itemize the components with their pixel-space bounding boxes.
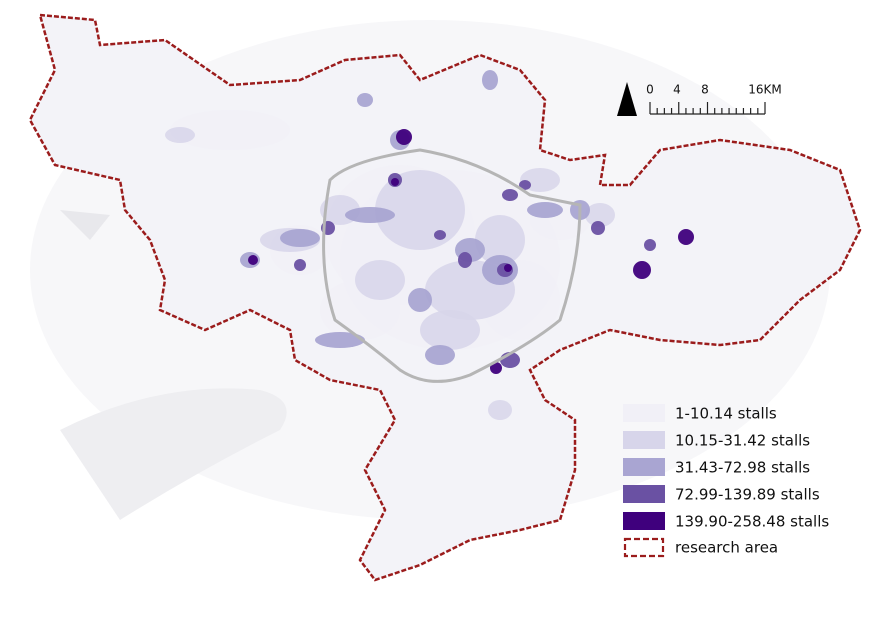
ring-road — [322, 148, 582, 383]
legend-label: 31.43-72.98 stalls — [675, 459, 810, 477]
density-blob — [488, 400, 512, 420]
legend-swatch — [623, 404, 665, 422]
legend-swatch — [623, 458, 665, 476]
density-blob — [357, 93, 373, 107]
research-area-boundary — [28, 13, 862, 582]
legend-label: 72.99-139.89 stalls — [675, 486, 820, 504]
density-blob — [434, 230, 446, 240]
legend-swatch — [623, 431, 665, 449]
density-blob — [294, 259, 306, 271]
legend: 1-10.14 stalls 10.15-31.42 stalls 31.43-72… — [623, 404, 829, 558]
scale-label: 4 — [673, 83, 681, 97]
stall-density — [165, 70, 694, 420]
density-blob — [527, 202, 563, 218]
legend-swatch — [623, 537, 665, 558]
density-blob — [678, 229, 694, 245]
density-blob — [475, 215, 525, 265]
density-blob — [396, 129, 412, 145]
density-blob — [644, 239, 656, 251]
density-blob — [519, 180, 531, 190]
scale-label: 8 — [701, 83, 709, 97]
density-blob — [420, 310, 480, 350]
density-blob — [425, 345, 455, 365]
legend-swatch — [623, 512, 665, 530]
density-blob — [391, 178, 399, 186]
density-blob — [504, 264, 512, 272]
density-blob — [315, 332, 365, 348]
legend-label: research area — [675, 539, 778, 557]
density-blob — [170, 110, 290, 150]
density-blob — [591, 221, 605, 235]
density-blob — [375, 170, 465, 250]
density-blob — [345, 207, 395, 223]
density-blob — [482, 70, 498, 90]
density-blob — [585, 203, 615, 227]
density-blob — [458, 252, 472, 268]
scale-bar: 0 4 8 16KM — [646, 83, 782, 115]
legend-swatch — [623, 485, 665, 503]
density-blob — [165, 127, 195, 143]
legend-label: 139.90-258.48 stalls — [675, 513, 829, 531]
density-blob — [280, 229, 320, 247]
scale-label: 16KM — [748, 83, 782, 97]
legend-label: 10.15-31.42 stalls — [675, 432, 810, 450]
density-blob — [248, 255, 258, 265]
density-blob — [490, 362, 502, 374]
north-arrow — [617, 82, 637, 116]
legend-label: 1-10.14 stalls — [675, 405, 777, 423]
density-blob — [408, 288, 432, 312]
density-blob — [355, 260, 405, 300]
scale-label: 0 — [646, 83, 654, 97]
density-blob — [502, 189, 518, 201]
density-blob — [633, 261, 651, 279]
